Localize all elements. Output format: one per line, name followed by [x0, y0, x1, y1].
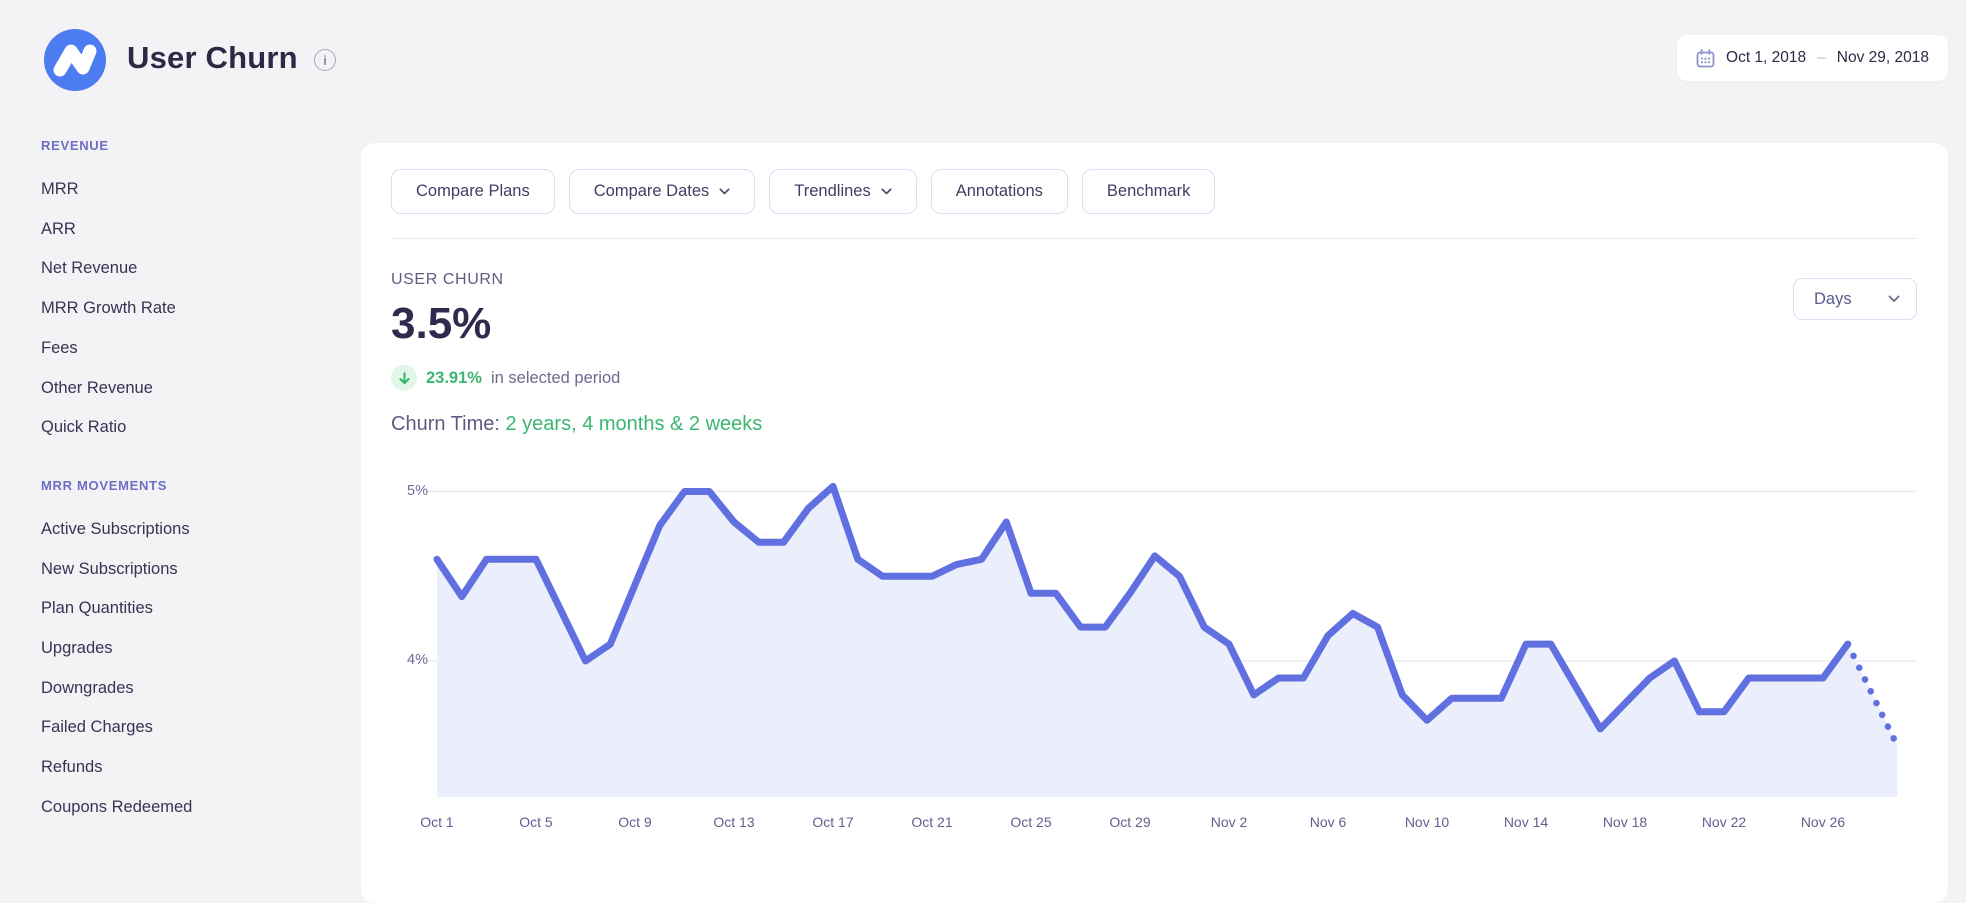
chartmogul-logo-icon — [53, 44, 97, 77]
x-axis-label: Oct 25 — [1010, 814, 1052, 830]
sidebar-item-fees[interactable]: Fees — [41, 338, 78, 357]
churn-time: Churn Time: 2 years, 4 months & 2 weeks — [391, 413, 1917, 436]
button-label: Compare Dates — [593, 182, 710, 200]
button-label: Annotations — [955, 182, 1043, 200]
metric-label: USER CHURN — [391, 271, 504, 288]
main-panel: Compare Plans Compare Dates Trendlines Anno… — [361, 143, 1948, 903]
x-axis-label: Oct 1 — [420, 814, 454, 830]
y-axis-label: 5% — [407, 482, 428, 499]
button-label: Benchmark — [1106, 182, 1191, 200]
chart-plot[interactable] — [380, 473, 1921, 803]
x-axis-label: Oct 29 — [1109, 814, 1151, 830]
button-label: Trendlines — [794, 182, 871, 200]
sidebar-item-downgrades[interactable]: Downgrades — [41, 678, 134, 697]
chart-toolbar: Compare Plans Compare Dates Trendlines Anno… — [391, 169, 1917, 214]
churn-time-value: 2 years, 4 months & 2 weeks — [505, 413, 763, 435]
date-range-start: Oct 1, 2018 — [1726, 49, 1807, 66]
sidebar-section: MRR MOVEMENTS Active Subscriptions New Sub… — [41, 476, 341, 828]
churn-line-chart[interactable]: 5% 4% Oct 1 Oct 5 Oct 9 Oct 13 Oct 17 Oct 21 Oct… — [380, 473, 1921, 848]
x-axis-label: Nov 2 — [1210, 814, 1248, 830]
sidebar-section-title: MRR MOVEMENTS — [41, 477, 168, 493]
sidebar-item-net-revenue[interactable]: Net Revenue — [41, 259, 138, 278]
sidebar-item-refunds[interactable]: Refunds — [41, 758, 103, 777]
trendlines-button[interactable]: Trendlines — [769, 169, 917, 214]
arrow-down-circle — [391, 365, 417, 391]
interval-select[interactable]: Days — [1793, 278, 1917, 320]
x-axis-label: Oct 9 — [618, 814, 652, 830]
chevron-down-icon — [1888, 295, 1900, 302]
date-range-separator: – — [1817, 49, 1826, 66]
x-axis-label: Oct 13 — [713, 814, 755, 830]
chevron-down-icon — [881, 188, 892, 195]
x-axis-label: Nov 22 — [1701, 814, 1747, 830]
metric-summary: USER CHURN 3.5% 23.91% in selected perio… — [391, 271, 1917, 436]
churn-line-estimated-dotted — [1844, 640, 1901, 750]
x-axis-label: Oct 17 — [812, 814, 854, 830]
x-axis-label: Nov 6 — [1309, 814, 1347, 830]
x-axis-label: Nov 26 — [1800, 814, 1846, 830]
x-axis-label: Nov 18 — [1602, 814, 1648, 830]
churn-line-solid — [433, 482, 1852, 733]
interval-select-value: Days — [1814, 289, 1852, 308]
sidebar-item-mrr[interactable]: MRR — [41, 180, 79, 198]
app-logo — [44, 29, 106, 91]
sidebar-item-quick-ratio[interactable]: Quick Ratio — [41, 418, 127, 437]
annotations-button[interactable]: Annotations — [930, 169, 1068, 214]
sidebar-item-coupons-redeemed[interactable]: Coupons Redeemed — [41, 797, 193, 816]
y-axis-label: 4% — [407, 652, 428, 668]
benchmark-button[interactable]: Benchmark — [1081, 169, 1216, 214]
toolbar-divider — [391, 238, 1917, 239]
app-header: User Churn i Oct 1, 2018 – Nov 29, 2018 — [0, 0, 1966, 120]
date-range-picker[interactable]: Oct 1, 2018 – Nov 29, 2018 — [1677, 35, 1948, 81]
churn-time-label: Churn Time: — [391, 413, 500, 435]
sidebar-item-other-revenue[interactable]: Other Revenue — [41, 378, 153, 397]
compare-plans-button[interactable]: Compare Plans — [391, 169, 555, 214]
sidebar-item-active-subscriptions[interactable]: Active Subscriptions — [41, 519, 190, 538]
metric-change-row: 23.91% in selected period — [391, 365, 1917, 391]
sidebar-nav: REVENUE MRR ARR Net Revenue MRR Growth Rate F… — [41, 136, 341, 846]
sidebar-item-arr[interactable]: ARR — [41, 219, 76, 238]
sidebar-item-mrr-growth-rate[interactable]: MRR Growth Rate — [41, 299, 176, 318]
page-title: User Churn — [127, 40, 298, 75]
sidebar-section: REVENUE MRR ARR Net Revenue MRR Growth Rate F… — [41, 136, 341, 448]
compare-dates-button[interactable]: Compare Dates — [568, 169, 756, 214]
chevron-down-icon — [719, 188, 730, 195]
metric-value: 3.5% — [391, 299, 492, 348]
x-axis-label: Nov 14 — [1503, 814, 1549, 830]
sidebar-item-failed-charges[interactable]: Failed Charges — [41, 718, 153, 737]
x-axis-label: Oct 5 — [519, 814, 553, 830]
change-suffix: in selected period — [490, 368, 621, 387]
x-axis-label: Nov 10 — [1404, 814, 1450, 830]
area-fill — [437, 486, 1898, 797]
info-icon[interactable]: i — [314, 49, 336, 71]
button-label: Compare Plans — [416, 182, 530, 200]
sidebar-item-new-subscriptions[interactable]: New Subscriptions — [41, 559, 178, 578]
calendar-icon — [1696, 48, 1715, 67]
sidebar-item-plan-quantities[interactable]: Plan Quantities — [41, 599, 153, 618]
change-percent: 23.91% — [426, 368, 482, 387]
date-range-end: Nov 29, 2018 — [1836, 49, 1929, 66]
arrow-down-icon — [398, 371, 410, 384]
sidebar-item-upgrades[interactable]: Upgrades — [41, 639, 113, 658]
sidebar-section-title: REVENUE — [41, 138, 109, 153]
x-axis-label: Oct 21 — [911, 814, 953, 830]
